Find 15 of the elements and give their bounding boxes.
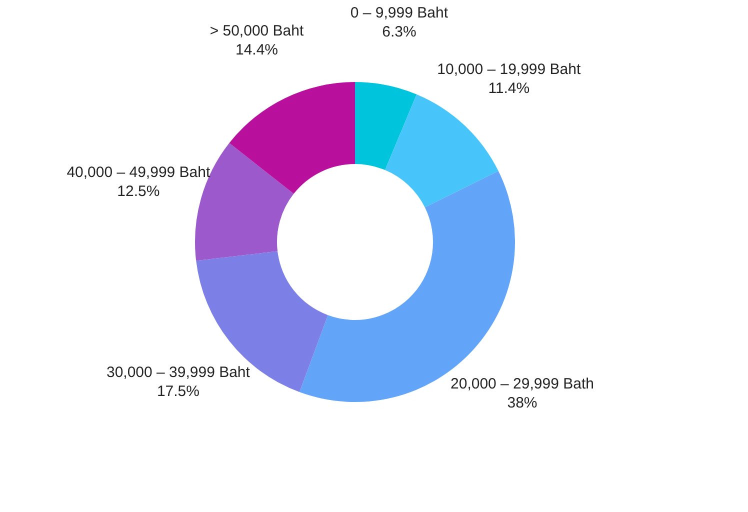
slice-label: 20,000 – 29,999 Bath xyxy=(450,376,594,393)
data-label: 12.5% xyxy=(117,182,160,200)
data-label: 17.5% xyxy=(156,383,200,400)
slice-label: 10,000 – 19,999 Baht xyxy=(437,60,582,78)
slice-label: 30,000 – 39,999 Baht xyxy=(106,364,251,382)
slice-label: 0 – 9,999 Baht xyxy=(350,4,449,22)
data-label: 11.4% xyxy=(488,80,530,97)
data-label: 38% xyxy=(507,394,538,412)
data-label: 14.4% xyxy=(235,42,278,59)
donut-slice xyxy=(385,94,498,208)
slice-label: > 50,000 Baht xyxy=(210,22,304,40)
donut-slice xyxy=(355,82,417,170)
slice-label: 40,000 – 49,999 Baht xyxy=(66,164,211,181)
donut-slice xyxy=(229,82,355,194)
data-label: 6.3% xyxy=(382,23,416,40)
